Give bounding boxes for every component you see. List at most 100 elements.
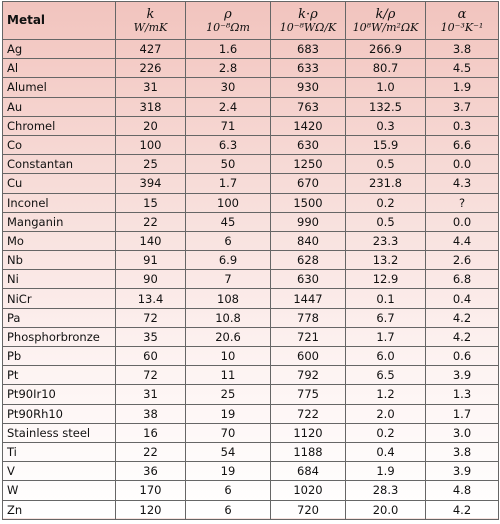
value-cell: 633 xyxy=(270,58,346,79)
value-cell: 15 xyxy=(115,192,186,213)
value-cell: 0.4 xyxy=(345,441,426,463)
value-cell: 1420 xyxy=(270,115,346,136)
table-row: Alumel 31 30 930 1.0 1.9 xyxy=(2,77,499,98)
table-row: Constantan 25 50 1250 0.5 0.0 xyxy=(2,154,499,175)
value-cell: 120 xyxy=(115,499,186,520)
table-row: NiCr 13.4 108 1447 0.1 0.4 xyxy=(2,288,499,309)
value-cell: 226 xyxy=(115,58,186,79)
metal-name: Ti xyxy=(2,441,116,463)
value-cell: 1250 xyxy=(270,154,346,175)
header-cell: ρ 10⁻⁸Ωm xyxy=(185,1,271,40)
value-cell: 1447 xyxy=(270,288,346,309)
value-cell: 628 xyxy=(270,250,346,271)
metal-name: Mo xyxy=(2,230,116,252)
metal-name: Au xyxy=(2,96,116,117)
value-cell: 1.6 xyxy=(185,38,271,60)
value-cell: 50 xyxy=(185,154,271,175)
metal-name: Al xyxy=(2,58,116,79)
value-cell: 778 xyxy=(270,307,346,328)
value-cell: 0.6 xyxy=(425,345,499,367)
value-cell: 19 xyxy=(185,403,271,424)
header-unit: 10⁻⁸Ωm xyxy=(206,20,250,34)
value-cell: 6.9 xyxy=(185,250,271,271)
value-cell: 4.3 xyxy=(425,173,499,194)
value-cell: 683 xyxy=(270,38,346,60)
value-cell: 763 xyxy=(270,96,346,117)
table-row: Zn 120 6 720 20.0 4.2 xyxy=(2,499,499,520)
value-cell: 0.0 xyxy=(425,211,499,232)
value-cell: 72 xyxy=(115,307,186,328)
metal-name: NiCr xyxy=(2,288,116,309)
value-cell: 2.8 xyxy=(185,58,271,79)
value-cell: 10 xyxy=(185,345,271,367)
value-cell: 6.7 xyxy=(345,307,426,328)
table-row: Co 100 6.3 630 15.9 6.6 xyxy=(2,134,499,156)
value-cell: 0.3 xyxy=(345,115,426,136)
header-unit: 10⁸W/m²ΩK xyxy=(352,20,419,34)
value-cell: 23.3 xyxy=(345,230,426,252)
table-row: Pt 72 11 792 6.5 3.9 xyxy=(2,365,499,386)
value-cell: 6 xyxy=(185,480,271,501)
value-cell: 775 xyxy=(270,384,346,405)
value-cell: 38 xyxy=(115,403,186,424)
metal-name: Pt90Ir10 xyxy=(2,384,116,405)
table-row: Pb 60 10 600 6.0 0.6 xyxy=(2,345,499,367)
header-cell: k·ρ 10⁻⁸WΩ/K xyxy=(270,1,346,40)
value-cell: 1.9 xyxy=(345,461,426,482)
value-cell: 840 xyxy=(270,230,346,252)
header-cell: k W/mK xyxy=(115,1,186,40)
value-cell: 0.4 xyxy=(425,288,499,309)
value-cell: 25 xyxy=(115,154,186,175)
metal-name: V xyxy=(2,461,116,482)
value-cell: 2.0 xyxy=(345,403,426,424)
header-cell: Metal xyxy=(2,1,116,40)
value-cell: 722 xyxy=(270,403,346,424)
value-cell: 15.9 xyxy=(345,134,426,156)
value-cell: 1.2 xyxy=(345,384,426,405)
value-cell: 35 xyxy=(115,326,186,348)
value-cell: 630 xyxy=(270,269,346,290)
value-cell: 4.5 xyxy=(425,58,499,79)
value-cell: 0.5 xyxy=(345,211,426,232)
value-cell: 792 xyxy=(270,365,346,386)
table-row: Inconel 15 100 1500 0.2? xyxy=(2,192,499,213)
value-cell: 1.3 xyxy=(425,384,499,405)
value-cell: 1.7 xyxy=(185,173,271,194)
table-row: Stainless steel 16 70 1120 0.2 3.0 xyxy=(2,422,499,443)
value-cell: 3.8 xyxy=(425,38,499,60)
value-cell: 16 xyxy=(115,422,186,443)
value-cell: 3.0 xyxy=(425,422,499,443)
table-row: Al 226 2.8 633 80.7 4.5 xyxy=(2,58,499,79)
value-cell: 13.4 xyxy=(115,288,186,309)
metal-name: Phosphorbronze xyxy=(2,326,116,348)
header-label: Metal xyxy=(7,13,46,27)
value-cell: 630 xyxy=(270,134,346,156)
value-cell: 91 xyxy=(115,250,186,271)
metal-name: Pb xyxy=(2,345,116,367)
value-cell: 1500 xyxy=(270,192,346,213)
value-cell: 684 xyxy=(270,461,346,482)
value-cell: 1.0 xyxy=(345,77,426,98)
metal-name: Ni xyxy=(2,269,116,290)
value-cell: 318 xyxy=(115,96,186,117)
value-cell: 990 xyxy=(270,211,346,232)
value-cell: 1020 xyxy=(270,480,346,501)
value-cell: 231.8 xyxy=(345,173,426,194)
value-cell: 0.1 xyxy=(345,288,426,309)
value-cell: 2.4 xyxy=(185,96,271,117)
value-cell: 108 xyxy=(185,288,271,309)
value-cell: 0.2 xyxy=(345,192,426,213)
value-cell: 3.9 xyxy=(425,461,499,482)
table-row: Ti 22 54 1188 0.4 3.8 xyxy=(2,441,499,463)
value-cell: 3.8 xyxy=(425,441,499,463)
value-cell: 20 xyxy=(115,115,186,136)
value-cell: 1.7 xyxy=(345,326,426,348)
table-row: W 170 6 1020 28.3 4.8 xyxy=(2,480,499,501)
value-cell: 266.9 xyxy=(345,38,426,60)
value-cell: 70 xyxy=(185,422,271,443)
value-cell: 170 xyxy=(115,480,186,501)
header-unit: W/mK xyxy=(133,20,168,34)
value-cell: 6.6 xyxy=(425,134,499,156)
